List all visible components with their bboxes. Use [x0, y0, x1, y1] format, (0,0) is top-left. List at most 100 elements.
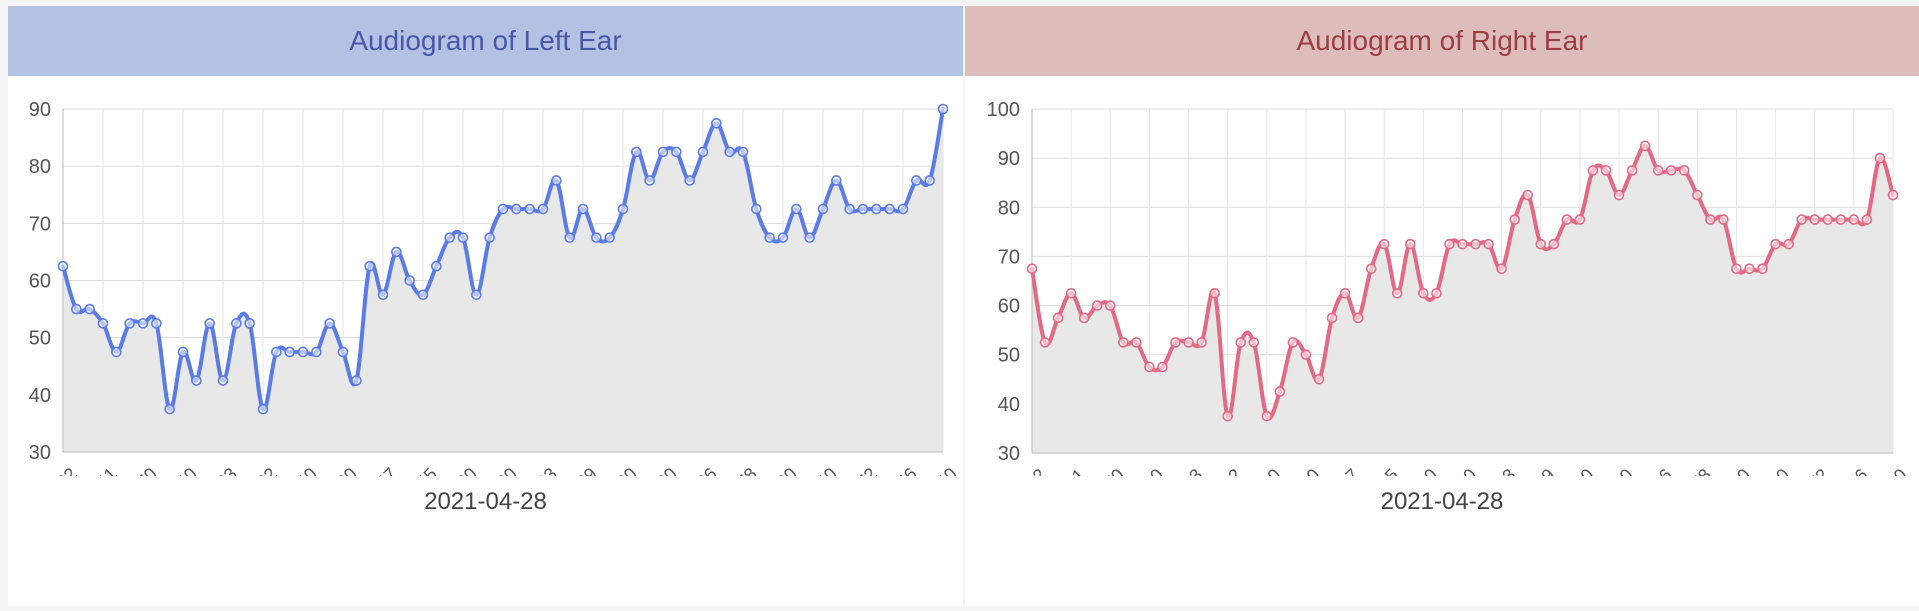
data-point[interactable] [937, 103, 949, 115]
data-point[interactable] [1613, 189, 1625, 201]
data-point[interactable] [57, 260, 69, 272]
data-point[interactable] [1770, 238, 1781, 250]
data-point[interactable] [177, 346, 189, 358]
data-point[interactable] [564, 232, 575, 243]
data-point[interactable] [1678, 165, 1690, 176]
data-point[interactable] [1470, 238, 1481, 250]
data-point[interactable] [1444, 238, 1455, 250]
data-point[interactable] [711, 117, 722, 129]
data-point[interactable] [1157, 361, 1168, 373]
data-point[interactable] [1731, 263, 1742, 275]
data-point[interactable] [1744, 263, 1755, 275]
data-point[interactable] [1665, 165, 1677, 176]
data-point[interactable] [1587, 165, 1599, 176]
data-point[interactable] [1209, 287, 1220, 299]
data-point[interactable] [1483, 238, 1494, 250]
data-point[interactable] [1052, 312, 1064, 324]
data-point[interactable] [1874, 152, 1886, 164]
data-point[interactable] [617, 203, 629, 215]
data-point[interactable] [431, 260, 442, 272]
data-point[interactable] [1783, 238, 1794, 250]
data-point[interactable] [257, 403, 269, 415]
data-point[interactable] [1352, 312, 1364, 324]
data-point[interactable] [897, 203, 909, 215]
data-point[interactable] [1339, 287, 1351, 299]
data-point[interactable] [1391, 287, 1403, 299]
data-point[interactable] [1561, 214, 1573, 225]
data-point[interactable] [1692, 189, 1703, 201]
data-point[interactable] [1574, 214, 1586, 225]
data-point[interactable] [764, 232, 775, 243]
data-point[interactable] [351, 375, 362, 386]
data-point[interactable] [871, 203, 882, 215]
data-point[interactable] [844, 203, 855, 215]
data-point[interactable] [337, 346, 349, 358]
data-point[interactable] [1457, 238, 1468, 250]
data-point[interactable] [471, 289, 482, 301]
data-point[interactable] [1522, 189, 1534, 201]
data-point[interactable] [1705, 214, 1716, 225]
data-point[interactable] [1287, 337, 1299, 348]
data-point[interactable] [217, 375, 229, 386]
data-point[interactable] [777, 232, 789, 243]
data-point[interactable] [1183, 337, 1194, 348]
data-point[interactable] [1313, 373, 1325, 385]
data-point[interactable] [1809, 214, 1821, 225]
data-point[interactable] [1131, 337, 1142, 348]
data-point[interactable] [1222, 410, 1233, 422]
data-point[interactable] [377, 289, 389, 301]
data-point[interactable] [631, 146, 642, 158]
data-point[interactable] [164, 403, 175, 415]
data-point[interactable] [1326, 312, 1338, 324]
data-point[interactable] [457, 232, 469, 243]
data-point[interactable] [1652, 165, 1664, 176]
data-point[interactable] [657, 146, 669, 158]
data-point[interactable] [311, 346, 322, 358]
data-point[interactable] [884, 203, 895, 215]
data-point[interactable] [484, 232, 495, 243]
data-point[interactable] [204, 318, 215, 329]
data-point[interactable] [804, 232, 815, 243]
data-point[interactable] [524, 203, 535, 215]
data-point[interactable] [137, 318, 149, 329]
data-point[interactable] [831, 175, 842, 186]
data-point[interactable] [697, 146, 709, 158]
data-point[interactable] [1026, 263, 1038, 275]
data-point[interactable] [1065, 287, 1077, 299]
data-point[interactable] [444, 232, 455, 243]
data-point[interactable] [417, 289, 429, 301]
data-point[interactable] [1848, 214, 1860, 225]
data-point[interactable] [497, 203, 509, 215]
data-point[interactable] [1418, 287, 1429, 299]
data-point[interactable] [1535, 238, 1547, 250]
data-point[interactable] [1600, 165, 1612, 176]
data-point[interactable] [1626, 165, 1638, 176]
data-point[interactable] [1091, 300, 1103, 311]
data-point[interactable] [1509, 214, 1520, 225]
data-point[interactable] [1274, 386, 1286, 397]
data-point[interactable] [244, 318, 255, 329]
data-point[interactable] [817, 203, 829, 215]
data-point[interactable] [391, 246, 402, 258]
data-point[interactable] [404, 275, 415, 286]
data-point[interactable] [644, 175, 655, 186]
data-point[interactable] [284, 346, 295, 358]
data-point[interactable] [671, 146, 682, 158]
data-point[interactable] [191, 375, 202, 386]
data-point[interactable] [1104, 300, 1116, 311]
data-point[interactable] [684, 175, 695, 186]
data-point[interactable] [111, 346, 122, 358]
data-point[interactable] [1718, 214, 1729, 225]
data-point[interactable] [1431, 287, 1442, 299]
data-point[interactable] [1887, 189, 1899, 201]
data-point[interactable] [1405, 238, 1416, 250]
data-point[interactable] [364, 260, 375, 272]
data-point[interactable] [924, 175, 935, 186]
data-point[interactable] [151, 318, 162, 329]
data-point[interactable] [1365, 263, 1377, 275]
data-point[interactable] [604, 232, 615, 243]
data-point[interactable] [1300, 349, 1312, 361]
data-point[interactable] [1248, 337, 1260, 348]
data-point[interactable] [71, 303, 82, 315]
data-point[interactable] [911, 175, 922, 186]
